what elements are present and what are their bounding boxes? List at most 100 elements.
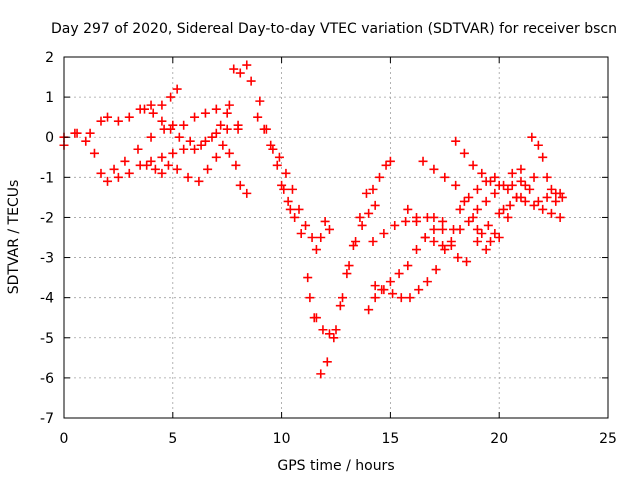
data-point [157,152,167,162]
x-axis-ticks: 0 5 10 15 20 25 [60,57,617,447]
data-point [222,108,232,118]
data-point [453,253,463,263]
data-point [203,164,213,174]
data-point [211,128,221,138]
data-point [477,168,487,178]
data-point [412,216,422,226]
data-point [179,144,189,154]
data-point [150,164,160,174]
data-point [172,84,182,94]
data-point [255,96,265,106]
data-point [261,124,271,134]
data-point [157,100,167,110]
data-point [472,204,482,214]
data-point [446,237,456,247]
data-point [516,164,526,174]
data-point [235,68,245,78]
data-point [109,164,119,174]
data-point [211,104,221,114]
data-point [274,152,284,162]
data-point [329,333,339,343]
data-point [216,120,226,130]
data-point [418,156,428,166]
chart-title: Day 297 of 2020, Sidereal Day-to-day VTE… [51,21,617,37]
y-tick-label: -6 [40,371,54,387]
data-point [459,196,469,206]
data-point [455,224,465,234]
data-point [485,237,495,247]
data-point [324,329,334,339]
data-point [224,100,234,110]
data-point [168,148,178,158]
data-point [266,140,276,150]
data-point [157,116,167,126]
data-point [172,164,182,174]
data-point [342,269,352,279]
data-point [499,204,509,214]
data-point [503,212,513,222]
x-tick-label: 5 [168,431,177,447]
data-point [477,228,487,238]
data-point [348,241,358,251]
x-axis-label: GPS time / hours [277,458,394,474]
data-point [481,196,491,206]
data-point [231,160,241,170]
data-point [316,233,326,242]
y-tick-label: 2 [45,50,54,66]
data-point [335,301,345,311]
data-point [70,128,80,138]
data-point [546,184,556,194]
data-point [163,160,173,170]
data-point [551,196,561,206]
data-point [529,200,539,210]
data-point [379,285,389,295]
data-point [277,180,287,190]
data-point [222,124,232,134]
data-point [512,192,522,202]
data-point [385,156,395,166]
data-point [190,144,200,154]
data-point [525,184,535,194]
data-point [388,289,398,299]
data-point [224,148,234,158]
x-tick-label: 10 [273,431,291,447]
data-point [490,172,500,182]
data-point [318,325,328,335]
data-point [364,305,374,315]
data-point [542,172,552,182]
data-point [429,224,439,234]
data-point [527,132,537,142]
data-point [279,184,289,194]
data-point [555,188,565,198]
data-point [485,176,495,186]
data-point [113,116,123,126]
data-point [381,160,391,170]
data-point [370,200,380,210]
y-tick-label: -5 [40,331,54,347]
data-point [179,120,189,130]
y-tick-label: -3 [40,251,54,267]
data-point [168,120,178,130]
data-point [338,293,348,303]
data-point [229,64,239,74]
data-point [451,136,461,146]
data-point [146,100,156,110]
data-point [140,104,150,114]
data-point [364,208,374,218]
data-point [96,168,106,178]
data-point [281,168,291,178]
data-point [557,192,567,202]
data-point [472,184,482,194]
data-point [375,172,385,182]
y-axis-label: SDTVAR / TECUs [6,180,22,295]
data-point [494,233,504,242]
data-point [459,148,469,158]
y-tick-label: 0 [45,130,54,146]
data-point [357,220,367,230]
data-point [429,164,439,174]
data-point [542,192,552,202]
x-tick-label: 15 [381,431,399,447]
x-tick-label: 0 [60,431,69,447]
data-point [85,128,95,138]
